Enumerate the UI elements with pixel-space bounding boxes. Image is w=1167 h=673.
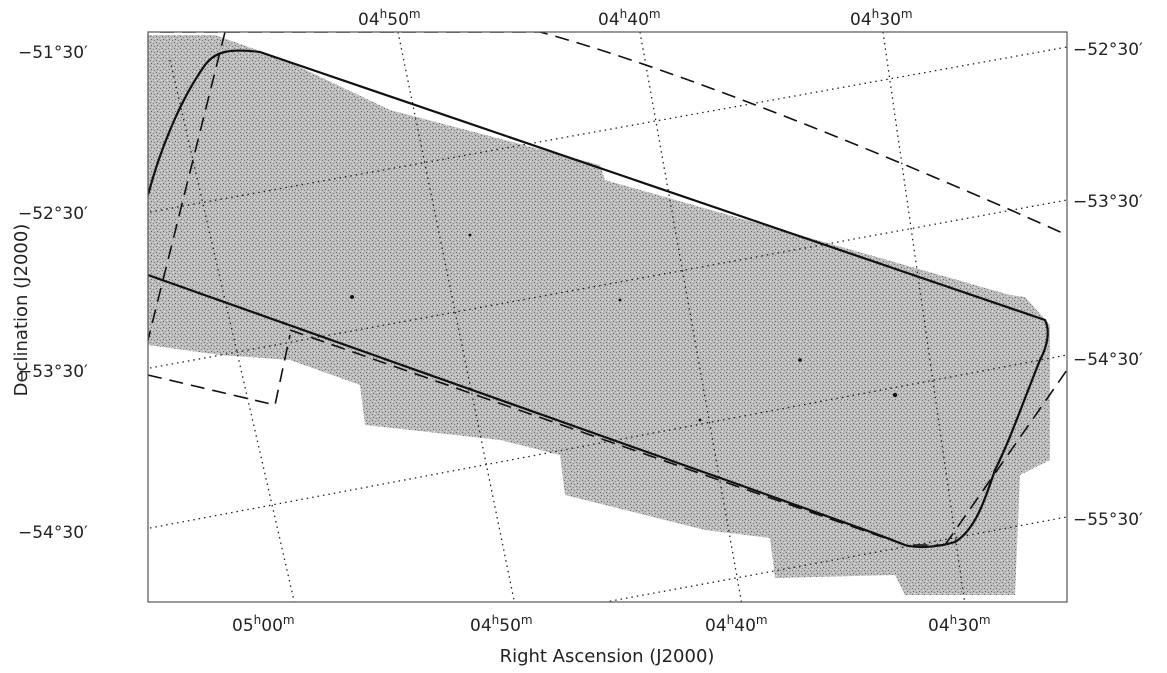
- dec-right-label-2: −53°30′: [1073, 192, 1143, 212]
- plot-frame: [147, 31, 1068, 603]
- ra-bottom-label-0450: 04h50m: [470, 613, 533, 636]
- dec-labels-right: −52°30′ −53°30′ −54°30′ −55°30′: [1073, 40, 1143, 530]
- coordinate-grid: [149, 32, 1067, 602]
- dec-grid-line-1: [149, 46, 1067, 213]
- stars: [350, 233, 898, 422]
- ra-top-label-0440: 04h40m: [598, 7, 661, 30]
- ra-grid-line-3: [639, 32, 743, 602]
- dec-right-label-1: −52°30′: [1073, 40, 1143, 60]
- x-axis-title: Right Ascension (J2000): [500, 646, 715, 667]
- ra-bottom-label-0440: 04h40m: [705, 613, 768, 636]
- dec-grid-line-2: [149, 199, 1067, 369]
- dec-left-label-4: −54°30′: [18, 523, 88, 543]
- ra-labels-top: 04h50m 04h40m 04h30m: [358, 7, 913, 30]
- dec-right-label-4: −55°30′: [1073, 510, 1143, 530]
- dec-right-label-3: −54°30′: [1073, 350, 1143, 370]
- ra-bottom-label-0500: 05h00m: [232, 613, 295, 636]
- dec-left-label-3: −53°30′: [18, 362, 88, 382]
- ra-labels-bottom: 05h00m 04h50m 04h40m 04h30m: [232, 613, 991, 636]
- dec-left-label-1: −51°30′: [18, 43, 88, 63]
- survey-patch: [148, 38, 162, 338]
- survey-boundary: [148, 49, 1049, 549]
- ra-bottom-label-0430: 04h30m: [928, 613, 991, 636]
- dec-labels-left: −51°30′ −52°30′ −53°30′ −54°30′: [18, 43, 88, 543]
- ra-grid-line-2: [397, 32, 516, 602]
- y-axis-title: Declination (J2000): [11, 224, 32, 397]
- dec-left-label-2: −52°30′: [18, 204, 88, 224]
- ra-top-label-0430: 04h30m: [850, 7, 913, 30]
- ra-top-label-0450: 04h50m: [358, 7, 421, 30]
- survey-coverage-region: [148, 35, 1050, 595]
